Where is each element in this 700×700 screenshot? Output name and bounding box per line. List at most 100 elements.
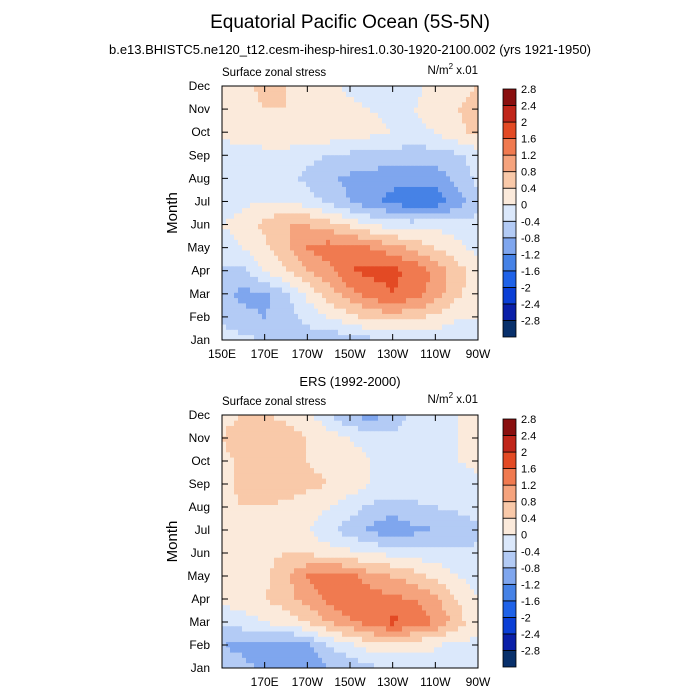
- panel1-field-cell: [374, 302, 379, 309]
- panel2-field-cell: [226, 520, 231, 527]
- panel2-field-cell: [358, 588, 363, 595]
- panel1-field-cell: [250, 324, 255, 330]
- panel1-field-cell: [250, 265, 255, 272]
- panel1-field-cell: [462, 271, 467, 277]
- panel1-field-cell: [434, 329, 439, 336]
- panel1-field-cell: [374, 191, 379, 198]
- panel1-field-cell: [410, 107, 415, 113]
- panel1-field-cell: [442, 91, 447, 97]
- panel1-field-cell: [334, 255, 339, 262]
- panel1-field-cell: [450, 197, 455, 203]
- panel1-field-cell: [394, 302, 399, 309]
- panel1-field-cell: [458, 170, 463, 177]
- panel2-field-cell: [298, 552, 303, 558]
- panel1-field-cell: [238, 138, 243, 145]
- panel1-field-cell: [254, 128, 259, 135]
- panel1-field-cell: [338, 144, 343, 150]
- panel1-field-cell: [346, 302, 351, 309]
- panel1-field-cell: [398, 218, 403, 224]
- panel1-field-cell: [294, 86, 299, 92]
- panel2-field-cell: [278, 610, 283, 616]
- panel1-field-cell: [278, 128, 283, 135]
- panel2-field-cell: [390, 646, 395, 653]
- panel1-field-cell: [386, 165, 391, 172]
- panel2-field-cell: [338, 657, 343, 664]
- panel1-field-cell: [442, 133, 447, 140]
- panel1-field-cell: [430, 86, 435, 92]
- panel1-field-cell: [350, 223, 355, 230]
- panel1-field-cell: [450, 292, 455, 299]
- panel2-field-cell: [246, 610, 251, 616]
- panel1-field-cell: [282, 213, 287, 219]
- panel1-field-cell: [350, 228, 355, 235]
- panel2-field-cell: [230, 583, 235, 590]
- panel1-field-cell: [322, 334, 327, 341]
- panel1-field-cell: [438, 138, 443, 145]
- panel1-field-cell: [290, 260, 295, 267]
- panel1-field-cell: [366, 202, 371, 209]
- panel2-field-cell: [314, 515, 319, 521]
- panel2-field-cell: [418, 620, 423, 627]
- panel2-field-cell: [422, 657, 427, 664]
- panel1-field-cell: [426, 318, 431, 325]
- panel1-field-cell: [230, 302, 235, 309]
- panel1-field-cell: [366, 308, 371, 314]
- panel2-field-cell: [442, 594, 447, 600]
- panel1-field-cell: [454, 324, 459, 330]
- panel2-field-cell: [306, 562, 311, 569]
- panel1-field-cell: [382, 144, 387, 150]
- panel1-field-cell: [454, 213, 459, 219]
- panel1-field-cell: [258, 213, 263, 219]
- panel2-field-cell: [286, 557, 291, 563]
- panel2-field-cell: [350, 610, 355, 616]
- panel1-field-cell: [462, 250, 467, 256]
- panel2-field-cell: [346, 588, 351, 595]
- panel1-field-cell: [254, 213, 259, 219]
- panel2-field-cell: [350, 594, 355, 600]
- panel2-field-cell: [322, 652, 327, 658]
- panel1-field-cell: [446, 260, 451, 267]
- panel1-field-cell: [426, 107, 431, 113]
- panel2-field-cell: [394, 636, 399, 643]
- panel2-field-cell: [458, 552, 463, 558]
- panel1-field-cell: [354, 165, 359, 172]
- panel1-field-cell: [282, 117, 287, 124]
- panel1-ylabel: Month: [164, 192, 181, 234]
- panel1-field-cell: [322, 302, 327, 309]
- panel1-field-cell: [290, 308, 295, 314]
- panel2-field-cell: [390, 615, 395, 621]
- panel1-field-cell: [350, 144, 355, 150]
- panel2-field-cell: [354, 567, 359, 574]
- panel1-field-cell: [258, 197, 263, 203]
- panel2-field-cell: [322, 615, 327, 621]
- panel1-field-cell: [414, 191, 419, 198]
- panel1-field-cell: [386, 260, 391, 267]
- panel1-field-cell: [306, 250, 311, 256]
- panel2-field-cell: [318, 541, 323, 548]
- panel1-field-cell: [450, 334, 455, 341]
- panel1-field-cell: [402, 149, 407, 156]
- panel1-field-cell: [270, 218, 275, 224]
- panel1-field-cell: [346, 313, 351, 320]
- panel2-field-cell: [310, 604, 315, 611]
- panel2-field-cell: [402, 646, 407, 653]
- panel2-field-cell: [222, 567, 227, 574]
- panel1-field-cell: [314, 191, 319, 198]
- panel1-field-cell: [278, 318, 283, 325]
- panel2-field-cell: [394, 557, 399, 563]
- panel1-field-cell: [362, 213, 367, 219]
- panel2-field-cell: [450, 620, 455, 627]
- panel1-field-cell: [390, 123, 395, 129]
- panel2-field-cell: [246, 604, 251, 611]
- panel1-field-cell: [474, 101, 479, 108]
- panel2-field-cell: [270, 641, 275, 648]
- panel2-field-cell: [234, 620, 239, 627]
- panel2-field-cell: [238, 599, 243, 606]
- panel2-field-cell: [234, 625, 239, 632]
- panel2-field-cell: [306, 646, 311, 653]
- panel2-field-cell: [270, 525, 275, 532]
- panel1-field-cell: [250, 218, 255, 224]
- panel1-field-cell: [306, 308, 311, 314]
- panel1-field-cell: [350, 86, 355, 92]
- panel1-field-cell: [342, 213, 347, 219]
